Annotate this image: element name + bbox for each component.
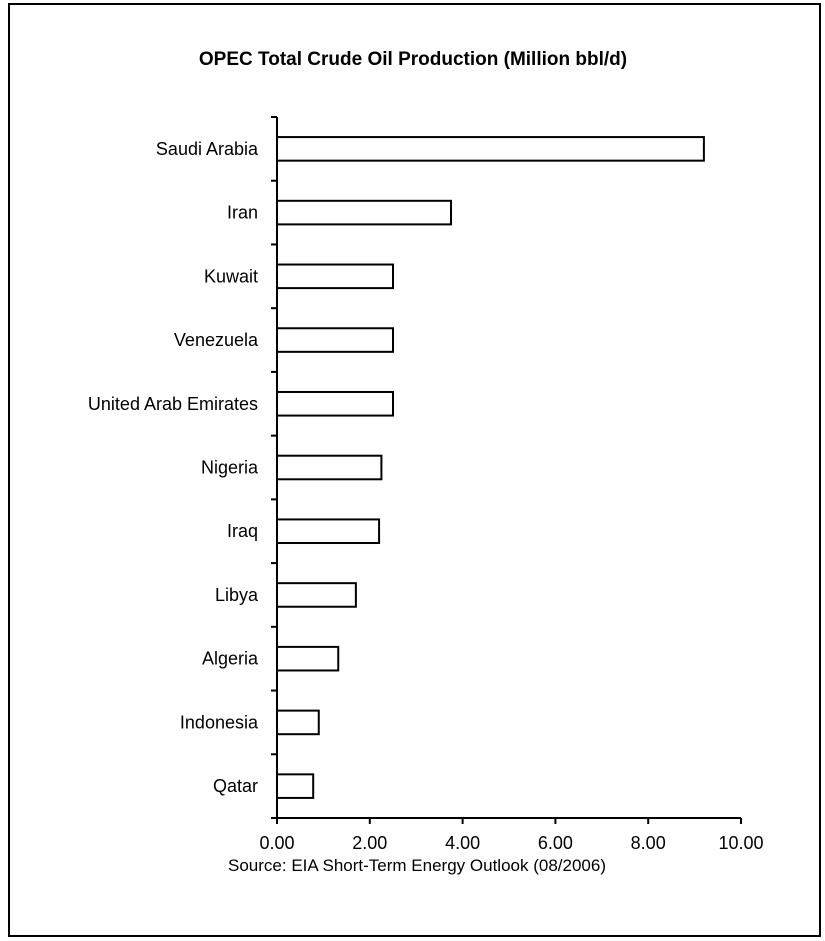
category-label: Iran: [227, 203, 258, 223]
bar: [276, 518, 381, 545]
bar: [276, 454, 383, 481]
bar: [276, 263, 394, 290]
category-label: Saudi Arabia: [156, 139, 259, 159]
x-tick-label: 10.00: [718, 833, 763, 853]
category-label: Venezuela: [174, 330, 259, 350]
category-label: Nigeria: [201, 458, 259, 478]
bar: [276, 390, 394, 417]
category-label: Qatar: [213, 776, 258, 796]
category-label: Libya: [215, 585, 259, 605]
category-label: Indonesia: [180, 712, 259, 732]
bar: [276, 773, 315, 799]
plot-area: Saudi Arabia Iran Kuwait Venezuela United Ar…: [88, 116, 764, 853]
category-label: Algeria: [202, 649, 259, 669]
x-tick-label: 2.00: [352, 833, 387, 853]
x-tick-label: 0.00: [259, 833, 294, 853]
x-tick-label: 4.00: [445, 833, 480, 853]
bar: [276, 327, 394, 353]
bar: [276, 136, 705, 162]
bar: [276, 645, 340, 672]
bar: [276, 709, 320, 736]
category-label: Kuwait: [204, 266, 258, 286]
chart-title: OPEC Total Crude Oil Production (Million…: [199, 49, 627, 70]
bar: [276, 199, 452, 226]
x-tick-label: 8.00: [631, 833, 666, 853]
category-label: United Arab Emirates: [88, 394, 258, 414]
bar: [276, 582, 357, 608]
x-tick-label: 6.00: [538, 833, 573, 853]
category-label: Iraq: [227, 521, 258, 541]
chart-source-note: Source: EIA Short-Term Energy Outlook (0…: [228, 856, 606, 875]
